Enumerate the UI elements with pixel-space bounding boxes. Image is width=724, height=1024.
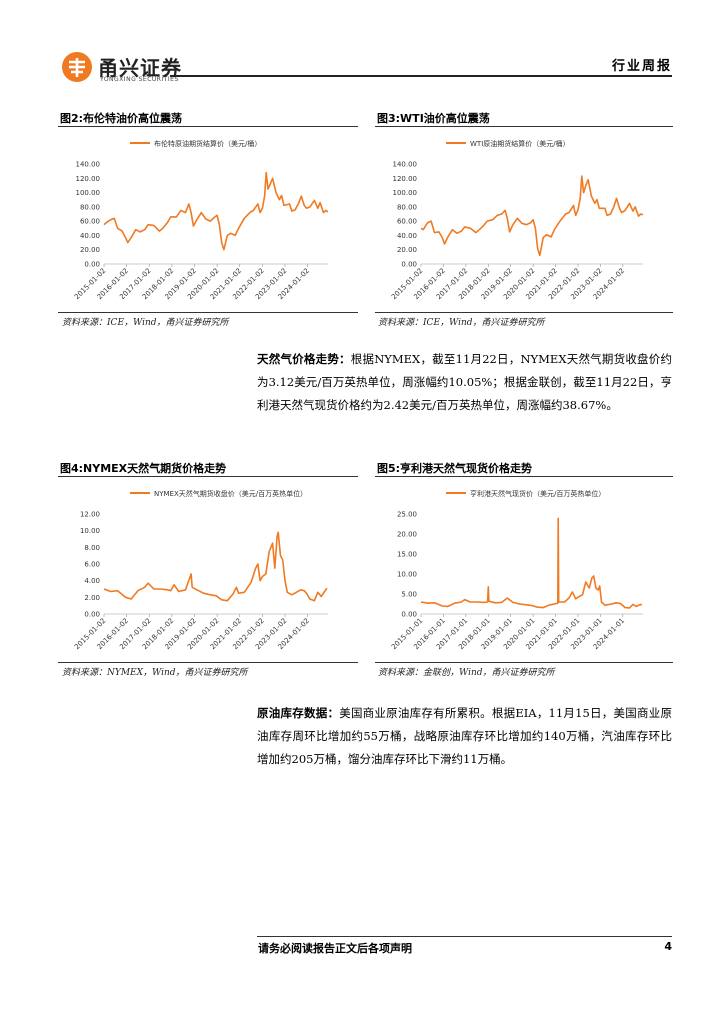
legend-label: 亨利港天然气现货价（美元/百万英热单位） bbox=[470, 489, 605, 498]
gas-price-paragraph: 天然气价格走势：根据NYMEX，截至11月22日，NYMEX天然气期货收盘价约为… bbox=[257, 348, 672, 417]
figure-4-chart: NYMEX天然气期货收盘价（美元/百万英热单位） 0.00 2.00 4.00 6.00… bbox=[73, 489, 328, 651]
y-tick-label: 12.00 bbox=[80, 511, 100, 519]
figure-2-chart: 布伦特原油期货结算价（美元/桶） 0.00 20.00 40.00 60.00 80.00… bbox=[73, 139, 329, 301]
y-tick-label: 40.00 bbox=[397, 232, 417, 240]
crude-paragraph-body: 美国商业原油库存有所累积。根据EIA，11月15日，美国商业原油库存周环比增加约… bbox=[257, 706, 672, 766]
y-tick-label: 8.00 bbox=[84, 544, 100, 552]
gas-paragraph-lead: 天然气价格走势： bbox=[257, 352, 351, 366]
y-tick-label: 2.00 bbox=[84, 594, 100, 602]
footer-disclaimer: 请务必阅读报告正文后各项声明 bbox=[258, 942, 412, 955]
figure-4-bottom-rule bbox=[58, 662, 358, 663]
figure-4-title: 图4:NYMEX天然气期货价格走势 bbox=[60, 462, 227, 475]
figure-2-bottom-rule bbox=[58, 312, 358, 313]
figure-3-source: 资料来源：ICE，Wind，甬兴证券研究所 bbox=[378, 318, 545, 328]
y-tick-label: 10.00 bbox=[397, 571, 417, 579]
figure-5-top-rule bbox=[375, 476, 673, 477]
y-tick-label: 4.00 bbox=[84, 577, 100, 585]
legend-label: NYMEX天然气期货收盘价（美元/百万英热单位） bbox=[154, 489, 307, 498]
y-tick-label: 20.00 bbox=[80, 246, 100, 254]
series-line bbox=[103, 531, 328, 602]
figure-3-chart: WTI原油期货结算价（美元/桶） 0.00 20.00 40.00 60.00 80.00… bbox=[390, 139, 644, 301]
y-tick-label: 0.00 bbox=[401, 261, 417, 269]
figure-5-source: 资料来源：金联创，Wind，甬兴证券研究所 bbox=[378, 668, 555, 678]
y-tick-label: 0.00 bbox=[84, 261, 100, 269]
crude-inventory-paragraph: 原油库存数据：美国商业原油库存有所累积。根据EIA，11月15日，美国商业原油库… bbox=[257, 702, 672, 771]
footer-divider bbox=[257, 936, 672, 937]
figure-5-title: 图5:亨利港天然气现货价格走势 bbox=[377, 462, 533, 475]
y-tick-label: 100.00 bbox=[76, 189, 101, 197]
series-line bbox=[420, 517, 643, 609]
figure-4-source: 资料来源：NYMEX，Wind，甬兴证券研究所 bbox=[62, 668, 248, 678]
company-logo: 甬兴证券 YONGXING SECURITIES bbox=[60, 50, 210, 86]
y-tick-label: 80.00 bbox=[80, 203, 100, 211]
y-tick-label: 25.00 bbox=[397, 511, 417, 519]
y-tick-label: 40.00 bbox=[80, 232, 100, 240]
brand-subtitle: YONGXING SECURITIES bbox=[100, 76, 179, 83]
crude-paragraph-lead: 原油库存数据： bbox=[257, 706, 340, 720]
legend-label: WTI原油期货结算价（美元/桶） bbox=[470, 139, 570, 148]
legend-label: 布伦特原油期货结算价（美元/桶） bbox=[154, 139, 261, 148]
y-tick-label: 5.00 bbox=[401, 591, 417, 599]
figure-3-top-rule bbox=[375, 126, 673, 127]
y-tick-label: 140.00 bbox=[76, 161, 101, 169]
header-divider bbox=[170, 75, 672, 77]
figure-2-source: 资料来源：ICE，Wind，甬兴证券研究所 bbox=[62, 318, 229, 328]
y-tick-label: 60.00 bbox=[397, 218, 417, 226]
y-tick-label: 20.00 bbox=[397, 531, 417, 539]
y-tick-label: 20.00 bbox=[397, 246, 417, 254]
figure-2-top-rule bbox=[58, 126, 358, 127]
y-tick-label: 6.00 bbox=[84, 561, 100, 569]
y-tick-label: 120.00 bbox=[76, 175, 101, 183]
y-tick-label: 10.00 bbox=[80, 527, 100, 535]
series-line bbox=[103, 171, 329, 251]
report-type: 行业周报 bbox=[611, 59, 672, 74]
page-number: 4 bbox=[664, 940, 672, 953]
figure-4-top-rule bbox=[58, 476, 358, 477]
figure-2-title: 图2:布伦特油价高位震荡 bbox=[60, 112, 183, 125]
y-tick-label: 15.00 bbox=[397, 551, 417, 559]
y-tick-label: 80.00 bbox=[397, 203, 417, 211]
figure-3-title: 图3:WTI油价高位震荡 bbox=[377, 112, 490, 125]
y-tick-label: 60.00 bbox=[80, 218, 100, 226]
y-tick-label: 100.00 bbox=[393, 189, 418, 197]
y-tick-label: 120.00 bbox=[393, 175, 418, 183]
y-tick-label: 0.00 bbox=[84, 611, 100, 619]
figure-5-bottom-rule bbox=[375, 662, 673, 663]
series-line bbox=[420, 175, 644, 257]
figure-5-chart: 亨利港天然气现货价（美元/百万英热单位） 0.00 5.00 10.00 15.00 20… bbox=[390, 489, 643, 651]
y-tick-label: 0.00 bbox=[401, 611, 417, 619]
figure-3-bottom-rule bbox=[375, 312, 673, 313]
brand-name: 甬兴证券 bbox=[98, 56, 182, 80]
y-tick-label: 140.00 bbox=[393, 161, 418, 169]
gas-paragraph-body: 根据NYMEX，截至11月22日，NYMEX天然气期货收盘价约为3.12美元/百… bbox=[257, 352, 672, 412]
yongxing-logo-icon bbox=[62, 52, 92, 82]
